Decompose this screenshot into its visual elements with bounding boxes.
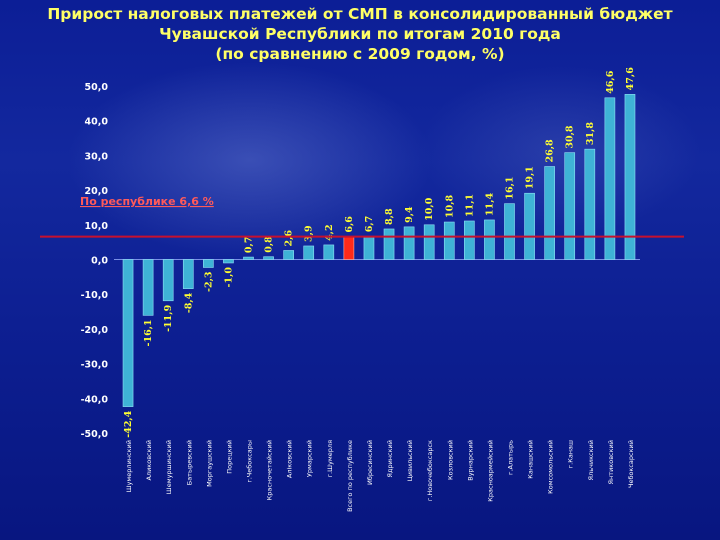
value-label: 9,4 — [404, 206, 415, 223]
y-tick-label: 50,0 — [85, 82, 109, 93]
value-label: 10,0 — [424, 197, 435, 221]
category-label: Аліковский — [286, 440, 294, 478]
category-label: Ядринский — [386, 440, 394, 478]
category-label: г.Канаш — [567, 440, 575, 468]
title-line-1: Прирост налоговых платежей от СМП в конс… — [47, 5, 673, 23]
value-label: 31,8 — [585, 122, 596, 146]
category-label: Комсомольский — [547, 440, 555, 494]
value-label: 4,2 — [324, 224, 335, 241]
value-label: 11,1 — [464, 194, 475, 217]
value-label: -2,3 — [203, 271, 214, 291]
bar — [323, 244, 335, 260]
category-label: Вурнарский — [466, 440, 474, 481]
category-label: Чебоксарский — [627, 440, 635, 488]
value-label: 8,8 — [384, 208, 395, 225]
bar — [564, 152, 576, 260]
category-label: Яльчикский — [587, 440, 595, 480]
reference-line-label: По республике 6,6 % — [80, 195, 214, 208]
bar — [383, 228, 395, 260]
bar — [203, 259, 214, 268]
value-label: 11,4 — [484, 192, 495, 216]
bar — [443, 221, 455, 260]
value-label: 16,1 — [505, 176, 516, 199]
y-tick-label: 40,0 — [85, 117, 109, 128]
value-label: -8,4 — [183, 292, 194, 313]
y-tick-label: 20,0 — [85, 186, 109, 197]
category-label: Всего по республике — [346, 440, 354, 512]
y-tick-label: -30,0 — [81, 360, 109, 371]
bar — [182, 259, 194, 289]
bar — [544, 166, 555, 260]
bar — [223, 259, 234, 264]
bar — [363, 235, 375, 260]
bar — [423, 224, 435, 260]
category-label: Батыревский — [185, 440, 193, 485]
y-tick-label: -40,0 — [81, 394, 109, 405]
value-label: 19,1 — [525, 166, 536, 189]
value-label: 46,6 — [605, 70, 616, 94]
bar — [464, 220, 475, 260]
category-label: г.Алатырь — [507, 440, 515, 475]
bar — [484, 219, 495, 260]
value-label: -42,4 — [123, 410, 134, 437]
value-label: -16,1 — [143, 319, 154, 346]
bar — [343, 236, 355, 260]
category-label: Аликовский — [145, 440, 153, 481]
category-label: Козловский — [446, 440, 454, 480]
y-tick-label: 0,0 — [91, 256, 108, 267]
value-label: -1,0 — [223, 267, 234, 288]
category-label: г.Чебоксары — [246, 440, 254, 483]
category-label: Цивильский — [406, 440, 414, 481]
bar — [283, 250, 294, 260]
category-label: г.Новочебоксарск — [426, 440, 434, 501]
category-label: Красноармейский — [486, 440, 494, 502]
title-line-3: (по сравнению с 2009 годом, %) — [215, 45, 505, 63]
category-label: Моргаушский — [205, 440, 213, 487]
title-line-2: Чувашской Республики по итогам 2010 года — [159, 25, 561, 43]
bar — [243, 256, 254, 260]
bar — [524, 192, 535, 260]
value-label: 6,6 — [344, 216, 355, 233]
bar — [263, 256, 274, 260]
y-tick-label: 30,0 — [85, 151, 109, 162]
chart-title: Прирост налоговых платежей от СМП в конс… — [0, 4, 720, 64]
bar — [584, 148, 596, 260]
bar — [504, 203, 515, 260]
value-label: 3,9 — [304, 225, 315, 242]
bar — [604, 97, 616, 260]
value-label: 10,8 — [444, 194, 455, 218]
value-label: 0,8 — [264, 236, 275, 253]
value-label: 0,7 — [244, 237, 255, 254]
category-label: Ибресинский — [366, 440, 374, 485]
y-tick-label: -10,0 — [81, 290, 109, 301]
value-label: 47,6 — [625, 67, 636, 91]
y-tick-label: -20,0 — [81, 325, 109, 336]
category-label: Красночетайский — [266, 440, 274, 500]
value-label: 30,8 — [565, 125, 576, 149]
bar — [403, 226, 415, 260]
bar — [303, 245, 315, 260]
value-label: 6,7 — [364, 216, 375, 233]
category-label: Канашский — [527, 440, 535, 479]
bar — [142, 259, 154, 316]
category-label: Шемуршинский — [165, 440, 173, 494]
value-label: 26,8 — [545, 139, 556, 163]
category-label: Порецкий — [225, 440, 233, 474]
value-label: -11,9 — [163, 304, 174, 331]
category-label: Янтиковский — [607, 440, 615, 484]
bar — [122, 259, 134, 407]
y-tick-label: -50,0 — [81, 429, 109, 440]
bar — [624, 94, 636, 260]
category-label: Урмарский — [306, 440, 314, 477]
category-label: Шумерлинский — [125, 440, 133, 492]
y-tick-label: 10,0 — [85, 221, 109, 232]
value-label: 2,6 — [284, 230, 295, 247]
category-label: г.Шумерля — [326, 440, 334, 477]
bar — [162, 259, 174, 302]
